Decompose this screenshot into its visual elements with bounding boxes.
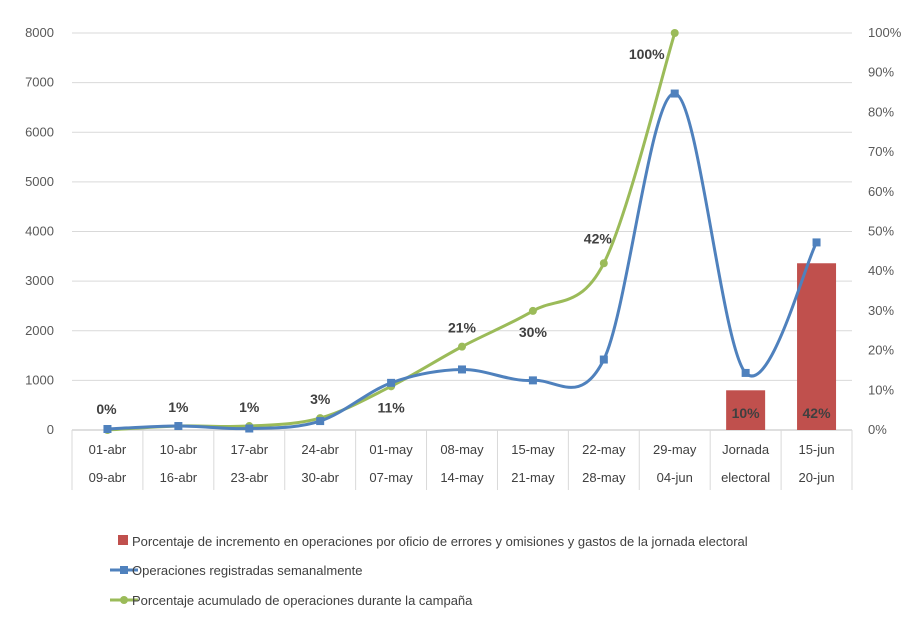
category-label: 29-may: [653, 442, 697, 457]
category-label: 20-jun: [798, 470, 834, 485]
legend-marker-weekly: [120, 566, 128, 574]
cumulative-data-label: 100%: [629, 46, 665, 62]
y-right-tick-label: 10%: [868, 382, 894, 397]
line-series: [103, 29, 821, 434]
y-left-tick-label: 5000: [25, 174, 54, 189]
category-label: 07-may: [369, 470, 413, 485]
category-label: 23-abr: [230, 470, 268, 485]
category-label: 16-abr: [160, 470, 198, 485]
bar: [726, 390, 766, 430]
bar-data-label: 10%: [732, 405, 761, 421]
category-label: 01-may: [369, 442, 413, 457]
bar-series: [726, 263, 837, 430]
weekly-point: [316, 417, 325, 426]
y-right-tick-label: 60%: [868, 184, 894, 199]
category-label: Jornada: [722, 442, 770, 457]
legend: Porcentaje de incremento en operaciones …: [110, 534, 748, 608]
y-left-tick-label: 7000: [25, 75, 54, 90]
weekly-point: [387, 378, 396, 387]
y-left-tick-label: 4000: [25, 224, 54, 239]
category-label: 30-abr: [301, 470, 339, 485]
weekly-point: [670, 89, 679, 98]
weekly-point: [245, 424, 254, 433]
cumulative-data-label: 42%: [584, 230, 613, 246]
axes: 0 1000 2000 3000 4000 5000 6000 7000 8000 0% 10% 20…: [25, 25, 902, 490]
category-label: 10-abr: [160, 442, 198, 457]
y-right-tick-label: 50%: [868, 224, 894, 239]
category-label: 24-abr: [301, 442, 339, 457]
category-label: 15-jun: [798, 442, 834, 457]
category-label: 01-abr: [89, 442, 127, 457]
y-right-tick-label: 70%: [868, 144, 894, 159]
y-right-tick-label: 20%: [868, 343, 894, 358]
y-right-tick-label: 100%: [868, 25, 902, 40]
cumulative-data-label: 30%: [519, 324, 548, 340]
y-right-tick-label: 80%: [868, 104, 894, 119]
category-label: 17-abr: [230, 442, 268, 457]
weekly-point: [103, 425, 112, 434]
legend-label: Operaciones registradas semanalmente: [132, 563, 363, 578]
category-label: 21-may: [511, 470, 555, 485]
cumulative-data-label: 11%: [377, 399, 405, 415]
y-left-tick-label: 6000: [25, 124, 54, 139]
weekly-point: [812, 238, 821, 247]
weekly-point: [528, 376, 537, 385]
y-left-tick-label: 1000: [25, 372, 54, 387]
category-label: 08-may: [440, 442, 484, 457]
category-label: 14-may: [440, 470, 484, 485]
y-right-tick-label: 40%: [868, 263, 894, 278]
category-label: 28-may: [582, 470, 626, 485]
cumulative-data-label: 1%: [239, 399, 260, 415]
weekly-point: [599, 355, 608, 364]
bar: [797, 263, 837, 430]
legend-label: Porcentaje acumulado de operaciones dura…: [132, 593, 473, 608]
y-right-tick-label: 0%: [868, 422, 887, 437]
y-right-tick-label: 30%: [868, 303, 894, 318]
y-left-tick-label: 0: [47, 422, 54, 437]
cumulative-point: [528, 306, 537, 315]
cumulative-data-label: 0%: [96, 401, 117, 417]
category-label: 15-may: [511, 442, 555, 457]
weekly-point: [458, 365, 466, 374]
y-left-tick-label: 8000: [25, 25, 54, 40]
cumulative-point: [670, 29, 679, 37]
category-label: electoral: [721, 470, 770, 485]
legend-marker-cumulative: [120, 596, 128, 604]
category-label: 09-abr: [89, 470, 127, 485]
category-label: 22-may: [582, 442, 626, 457]
gridlines: [72, 32, 852, 431]
cumulative-data-label: 21%: [448, 320, 477, 336]
weekly-point: [174, 422, 183, 431]
cumulative-point: [599, 259, 608, 268]
category-label: 04-jun: [657, 470, 693, 485]
cumulative-data-label: 1%: [168, 399, 189, 415]
legend-label: Porcentaje de incremento en operaciones …: [132, 534, 748, 549]
y-left-tick-label: 2000: [25, 323, 54, 338]
cumulative-point: [458, 342, 466, 351]
y-left-tick-label: 3000: [25, 273, 54, 288]
bar-data-label: 42%: [803, 405, 832, 421]
cumulative-data-label: 3%: [310, 391, 331, 407]
legend-swatch-bar: [118, 535, 128, 545]
weekly-point: [741, 368, 750, 377]
data-labels: 0% 1% 1% 3% 11% 21% 30% 42% 100% 10% 42%: [96, 46, 831, 421]
y-right-tick-label: 90%: [868, 65, 894, 80]
